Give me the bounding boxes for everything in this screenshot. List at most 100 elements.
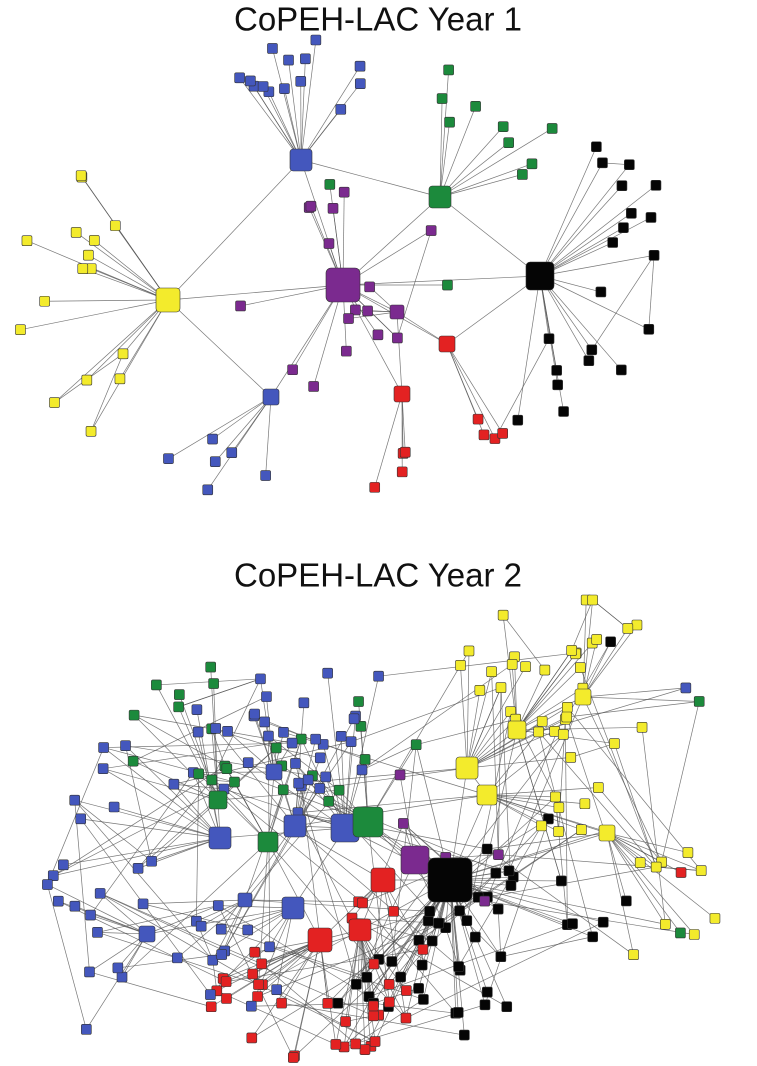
node: [486, 666, 497, 678]
node: [352, 806, 384, 838]
node: [624, 159, 635, 171]
edge: [114, 225, 169, 301]
node: [398, 818, 409, 829]
node: [396, 466, 408, 478]
node: [497, 609, 509, 621]
node: [348, 918, 372, 942]
node: [587, 931, 598, 943]
edge: [359, 929, 372, 1047]
edge: [103, 742, 293, 748]
edge: [487, 707, 568, 898]
node: [495, 951, 507, 962]
node: [84, 966, 95, 978]
edge: [538, 731, 594, 937]
node: [506, 659, 518, 670]
node: [634, 857, 646, 868]
edge: [265, 396, 272, 476]
edge: [327, 879, 451, 1004]
edge: [270, 284, 344, 398]
node: [636, 721, 648, 733]
node: [373, 670, 384, 682]
edge: [641, 727, 666, 925]
node: [323, 796, 334, 807]
node: [682, 847, 694, 858]
node: [276, 997, 287, 1009]
edge: [20, 299, 169, 331]
edge: [405, 921, 604, 1019]
network-year-2: [42, 594, 721, 1063]
node: [216, 949, 227, 960]
node: [359, 1044, 371, 1055]
edge: [445, 927, 459, 967]
edge: [298, 783, 357, 985]
edge: [251, 1002, 374, 1007]
node: [234, 72, 245, 84]
node: [288, 1052, 299, 1063]
node: [497, 428, 509, 439]
node: [512, 414, 524, 426]
node: [173, 701, 184, 713]
node: [295, 76, 307, 87]
node: [88, 235, 100, 246]
edge: [137, 779, 212, 869]
edge: [567, 707, 702, 871]
edge: [539, 212, 632, 277]
node: [264, 941, 275, 953]
node: [210, 723, 222, 734]
node: [425, 225, 437, 236]
edge: [446, 343, 503, 434]
edge: [173, 783, 224, 790]
node: [565, 752, 577, 763]
node: [116, 971, 128, 983]
edge: [292, 939, 321, 1058]
node: [567, 918, 578, 929]
node: [207, 954, 219, 966]
edge: [571, 599, 593, 651]
edge: [224, 907, 294, 952]
node: [598, 824, 616, 842]
edge: [487, 848, 634, 955]
node: [295, 733, 307, 745]
edge: [460, 665, 468, 769]
edge: [606, 832, 695, 935]
network-title: CoPEH-LAC Year 1: [234, 1, 522, 38]
node: [229, 776, 240, 788]
node: [395, 971, 406, 983]
node: [237, 892, 253, 908]
node: [314, 783, 326, 794]
edge: [582, 624, 638, 698]
node: [127, 755, 139, 767]
node: [341, 345, 352, 357]
node: [591, 634, 603, 645]
node: [138, 925, 156, 943]
node: [526, 158, 538, 170]
node: [206, 774, 218, 786]
node: [507, 720, 527, 740]
edge: [300, 159, 441, 198]
node: [517, 169, 528, 180]
edge: [178, 678, 261, 708]
node: [221, 993, 232, 1004]
node: [616, 364, 627, 376]
edge: [591, 255, 655, 350]
edge: [342, 284, 403, 395]
node: [289, 148, 313, 172]
edge: [661, 701, 700, 863]
node: [310, 733, 321, 745]
node: [83, 249, 94, 261]
node: [85, 909, 96, 921]
edge: [614, 743, 657, 868]
node: [400, 845, 430, 875]
node: [322, 667, 333, 679]
node: [442, 279, 453, 291]
edge: [539, 164, 630, 277]
node: [259, 716, 270, 728]
edge: [484, 900, 695, 935]
node: [660, 918, 671, 930]
node: [393, 385, 411, 403]
edge: [439, 122, 450, 198]
node: [195, 920, 207, 932]
edge: [446, 343, 479, 420]
node: [497, 121, 509, 132]
node: [650, 861, 662, 873]
